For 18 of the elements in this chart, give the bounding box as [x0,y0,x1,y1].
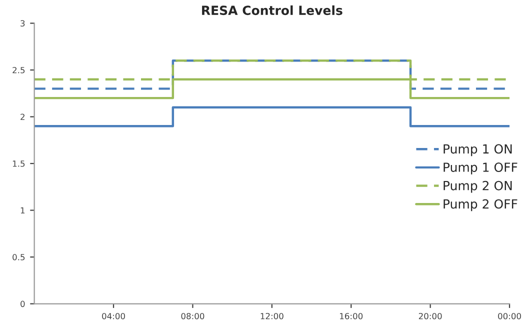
legend-label: Pump 1 ON [444,144,512,156]
x-tick-label: 16:00 [340,312,363,320]
x-tick-label: 20:00 [418,312,442,320]
x-tick-label: 12:00 [260,312,284,320]
legend-label: Pump 2 ON [444,180,512,193]
y-tick-label: 0 [20,300,25,308]
chart-title: RESA Control Levels [202,5,342,16]
y-tick-label: 0.5 [12,254,25,260]
x-tick-label: 08:00 [181,312,204,320]
y-tick-label: 2 [20,114,24,120]
x-tick-label: 00:00 [498,312,521,320]
y-tick-label: 3 [20,20,25,27]
legend-label: Pump 1 OFF [444,162,518,174]
x-tick-label: 04:00 [102,312,125,320]
y-tick-label: 2.5 [12,66,25,74]
y-tick-label: 1 [20,207,25,214]
y-tick-label: 1.5 [12,160,25,167]
legend-label: Pump 2 OFF [444,199,518,212]
